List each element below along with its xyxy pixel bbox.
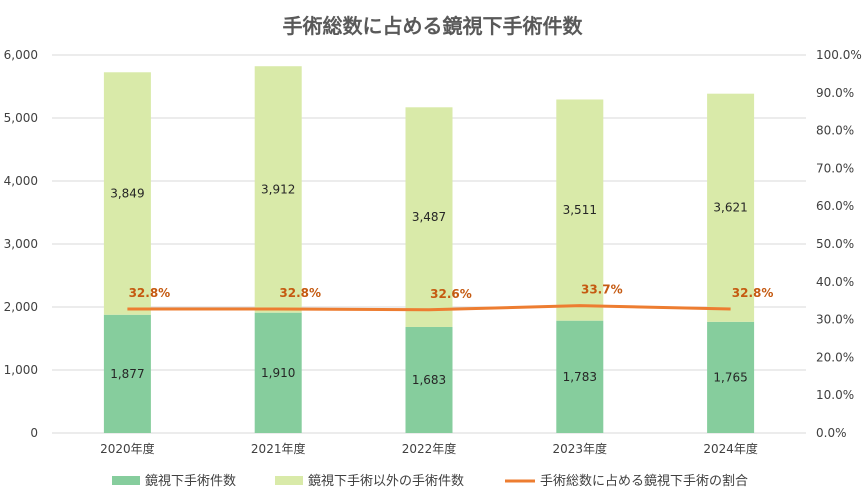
y2-tick-label: 10.0%: [816, 388, 854, 402]
legend-label: 鏡視下手術以外の手術件数: [308, 474, 464, 489]
y-tick-label: 6,000: [4, 48, 38, 62]
data-label: 3,621: [713, 201, 747, 215]
bar-other-surgery: [254, 66, 302, 313]
y2-tick-label: 100.0%: [816, 48, 862, 62]
ratio-label: 32.8%: [732, 286, 774, 300]
data-label: 3,487: [412, 210, 446, 224]
y-tick-label: 3,000: [4, 237, 38, 251]
y2-tick-label: 80.0%: [816, 124, 854, 138]
data-label: 1,683: [412, 373, 446, 387]
y2-tick-label: 30.0%: [816, 313, 854, 327]
ratio-label: 32.8%: [129, 286, 171, 300]
y2-tick-label: 20.0%: [816, 350, 854, 364]
ratio-label: 32.6%: [430, 287, 472, 301]
data-label: 1,910: [261, 366, 295, 380]
y2-tick-label: 90.0%: [816, 86, 854, 100]
y-tick-label: 5,000: [4, 111, 38, 125]
legend-label: 手術総数に占める鏡視下手術の割合: [540, 473, 748, 489]
y2-tick-label: 0.0%: [816, 426, 847, 440]
data-label: 3,849: [110, 187, 144, 201]
data-label: 3,912: [261, 182, 295, 196]
y2-tick-label: 40.0%: [816, 275, 854, 289]
x-tick-label: 2021年度: [251, 441, 306, 456]
y-tick-label: 0: [30, 426, 38, 440]
x-tick-label: 2022年度: [402, 441, 457, 456]
data-label: 1,783: [563, 370, 597, 384]
bar-other-surgery: [405, 107, 453, 327]
x-tick-label: 2023年度: [553, 441, 608, 456]
y2-tick-label: 60.0%: [816, 199, 854, 213]
ratio-label: 33.7%: [581, 283, 623, 297]
y-tick-label: 2,000: [4, 300, 38, 314]
bar-scope-surgery: [103, 314, 151, 433]
bar-scope-surgery: [556, 320, 604, 433]
data-label: 1,877: [110, 367, 144, 381]
x-tick-label: 2024年度: [703, 441, 758, 456]
bar-scope-surgery: [254, 312, 302, 433]
chart-title: 手術総数に占める鏡視下手術件数: [282, 14, 583, 38]
x-tick-label: 2020年度: [100, 441, 155, 456]
bar-scope-surgery: [405, 326, 453, 433]
ratio-label: 32.8%: [279, 286, 321, 300]
y2-tick-label: 70.0%: [816, 161, 854, 175]
data-label: 1,765: [713, 370, 747, 384]
legend-swatch-scope: [112, 476, 140, 485]
ratio-line: [127, 304, 731, 312]
y2-tick-label: 50.0%: [816, 237, 854, 251]
bar-other-surgery: [707, 93, 755, 322]
legend-label: 鏡視下手術件数: [145, 474, 236, 489]
y-tick-label: 1,000: [4, 363, 38, 377]
legend-swatch-other: [275, 476, 303, 485]
bar-scope-surgery: [707, 321, 755, 433]
bar-other-surgery: [103, 72, 151, 315]
data-label: 3,511: [563, 203, 597, 217]
y-tick-label: 4,000: [4, 174, 38, 188]
bar-other-surgery: [556, 99, 604, 321]
